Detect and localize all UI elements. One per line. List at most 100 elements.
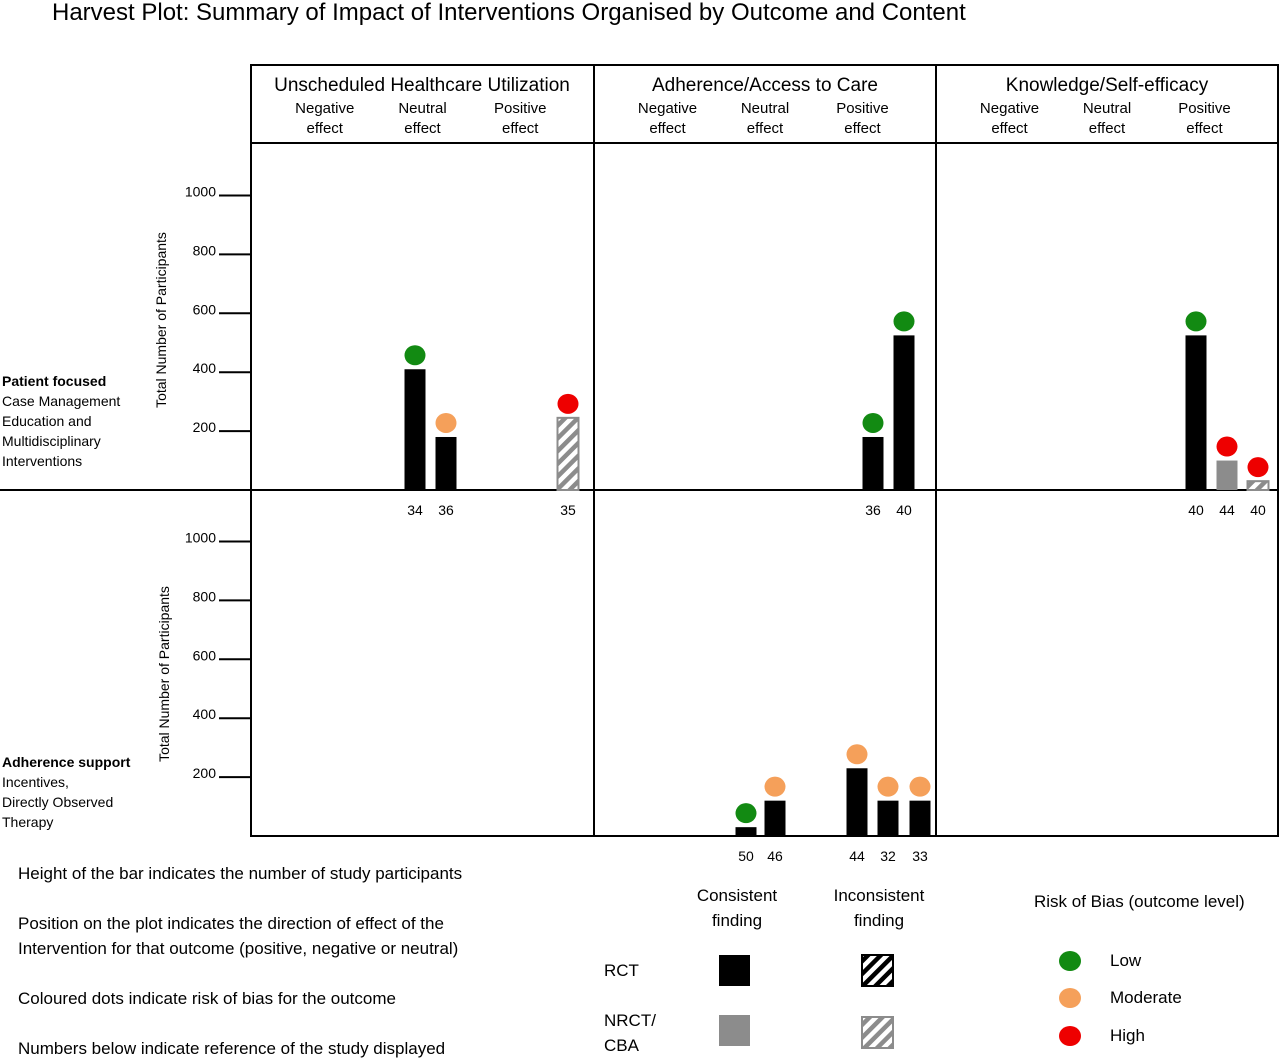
effect-subheader: Neutral — [1083, 100, 1131, 117]
bar-ref-32 — [877, 800, 899, 836]
row-label-patient: Patient focused Case Management Educatio… — [2, 373, 120, 469]
y-tick-label: 400 — [193, 706, 217, 722]
bias-dot-moderate — [909, 776, 931, 797]
note-line: Numbers below indicate reference of the … — [18, 1039, 445, 1058]
bias-dot-high — [1216, 436, 1238, 457]
y-tick-label: 1000 — [185, 184, 216, 200]
study-ref-label: 40 — [896, 502, 912, 518]
legend-inconsistent: finding — [854, 911, 904, 930]
bar-ref-36 — [862, 436, 884, 490]
bar-ref-40 — [1246, 480, 1270, 492]
bias-dot-low — [1185, 311, 1207, 332]
effect-subheader: effect — [1089, 120, 1126, 137]
effect-subheader: effect — [649, 120, 686, 137]
y-tick-label: 600 — [193, 301, 217, 317]
row-label-line: Interventions — [2, 453, 82, 469]
y-axis-label-bottom: Total Number of Participants — [156, 586, 172, 762]
effect-subheader: Positive — [836, 100, 889, 117]
legend-bias-high-dot — [1059, 1026, 1081, 1046]
row-label-line: Therapy — [2, 814, 53, 830]
bar-ref-46 — [764, 800, 786, 836]
row-bold-label: Adherence support — [2, 754, 131, 770]
effect-subheader: effect — [1186, 120, 1223, 137]
study-ref-label: 44 — [1219, 502, 1235, 518]
legend-nrct-label: NRCT/ — [604, 1011, 656, 1030]
row-bold-label: Patient focused — [2, 373, 106, 389]
legend-bias-low-label: Low — [1110, 951, 1142, 970]
bias-dot-low — [893, 311, 915, 332]
legend-nrct-consistent-swatch — [719, 1015, 750, 1046]
effect-subheader: Negative — [980, 100, 1039, 117]
y-tick-label: 200 — [193, 765, 217, 781]
study-ref-label: 40 — [1188, 502, 1204, 518]
legend-inconsistent: Inconsistent — [834, 886, 925, 905]
y-axis-top: Total Number of Participants — [153, 232, 169, 408]
bias-dot-low — [735, 803, 757, 824]
column-title-2: Knowledge/Self-efficacy — [1006, 75, 1209, 96]
effect-subheader: Positive — [1178, 100, 1231, 117]
y-axis-label-top: Total Number of Participants — [153, 232, 169, 408]
bar-ref-33 — [909, 800, 931, 836]
effect-subheader: effect — [307, 120, 344, 137]
effect-subheader: effect — [502, 120, 539, 137]
legend-rct-label: RCT — [604, 961, 639, 980]
legend: Consistent finding Inconsistent finding … — [604, 886, 1245, 1055]
bias-dot-high — [1247, 457, 1269, 478]
legend-bias-high-label: High — [1110, 1026, 1145, 1045]
legend-nrct-label: CBA — [604, 1036, 640, 1055]
study-ref-label: 36 — [865, 502, 881, 518]
bias-dot-moderate — [764, 776, 786, 797]
legend-rct-consistent-swatch — [719, 955, 750, 986]
legend-rct-inconsistent-swatch — [861, 954, 894, 987]
bias-dot-low — [862, 412, 884, 433]
study-ref-label: 33 — [912, 848, 928, 864]
y-tick-label: 1000 — [185, 530, 216, 546]
study-ref-label: 34 — [407, 502, 423, 518]
row-label-line: Case Management — [2, 393, 120, 409]
effect-subheader: Negative — [295, 100, 354, 117]
bias-dot-moderate — [846, 744, 868, 765]
bias-dot-moderate — [435, 412, 457, 433]
y-tick-label: 400 — [193, 360, 217, 376]
bar-ref-44 — [846, 768, 868, 836]
y-tick-label: 600 — [193, 647, 217, 663]
row-label-line: Directly Observed — [2, 794, 113, 810]
study-ref-label: 40 — [1250, 502, 1266, 518]
effect-subheader: Neutral — [741, 100, 789, 117]
notes: Height of the bar indicates the number o… — [18, 864, 462, 1058]
legend-bias-low-dot — [1059, 951, 1081, 971]
row-label-line: Education and — [2, 413, 92, 429]
effect-subheaders: Negative effect Neutral effect Positive effec… — [295, 100, 1231, 137]
bias-dot-high — [557, 393, 579, 414]
y-axis-bottom: Total Number of Participants — [156, 586, 172, 762]
legend-consistent: Consistent — [697, 886, 778, 905]
note-line: Coloured dots indicate risk of bias for … — [18, 989, 396, 1008]
legend-bias-title: Risk of Bias (outcome level) — [1034, 892, 1245, 911]
legend-nrct-inconsistent-swatch — [861, 1016, 894, 1049]
legend-consistent: finding — [712, 911, 762, 930]
bar-ref-50 — [735, 827, 757, 836]
bar-ref-34 — [404, 369, 426, 490]
study-ref-label: 50 — [738, 848, 754, 864]
bar-ref-40 — [893, 335, 915, 490]
bias-dot-low — [404, 345, 426, 366]
row-label-line: Multidisciplinary — [2, 433, 101, 449]
study-ref-label: 46 — [767, 848, 783, 864]
study-ref-label: 32 — [880, 848, 896, 864]
column-title-0: Unscheduled Healthcare Utilization — [274, 75, 570, 96]
legend-bias-moderate-label: Moderate — [1110, 988, 1182, 1007]
effect-subheader: Positive — [494, 100, 547, 117]
y-tick-label: 800 — [193, 588, 217, 604]
note-line: Height of the bar indicates the number o… — [18, 864, 462, 883]
y-tick-label: 200 — [193, 419, 217, 435]
y-ticks: 200 400 600 800 1000 200 400 600 800 1000 — [185, 184, 251, 781]
effect-subheader: effect — [404, 120, 441, 137]
legend-bias-moderate-dot — [1059, 988, 1081, 1008]
bar-ref-40 — [1185, 335, 1207, 490]
note-line: Position on the plot indicates the direc… — [18, 914, 444, 933]
bars-layer: 34 36 35 36 40 40 44 40 50 46 44 32 33 — [404, 311, 1270, 864]
effect-subheader: effect — [991, 120, 1028, 137]
bar-ref-44 — [1216, 460, 1238, 490]
note-line: Intervention for that outcome (positive,… — [18, 939, 458, 958]
